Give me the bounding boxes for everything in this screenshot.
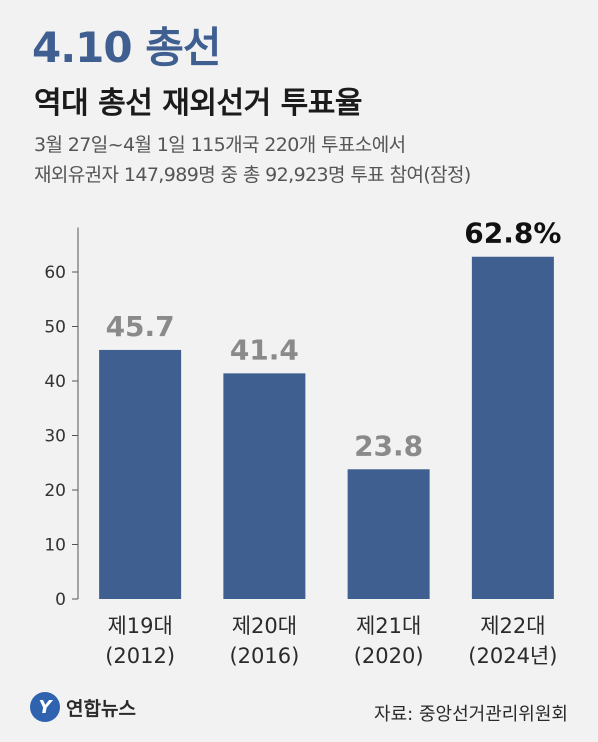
x-tick-label: (2020) bbox=[354, 644, 424, 668]
kicker-title: 4.10 총선 bbox=[32, 23, 222, 72]
publisher-name: 연합뉴스 bbox=[66, 697, 136, 720]
data-label: 45.7 bbox=[106, 310, 175, 343]
y-tick-label: 30 bbox=[44, 427, 66, 447]
y-tick-label: 0 bbox=[55, 590, 66, 610]
source-note: 자료: 중앙선거관리위원회 bbox=[374, 704, 568, 725]
publisher-logo: Y 연합뉴스 bbox=[30, 692, 136, 722]
y-tick-label: 60 bbox=[44, 263, 66, 283]
subtitle-line-1: 3월 27일~4월 1일 115개국 220개 투표소에서 bbox=[34, 134, 406, 156]
data-label: 41.4 bbox=[230, 333, 299, 366]
x-tick-label: (2012) bbox=[105, 644, 175, 668]
x-tick-label: 제22대 bbox=[480, 614, 545, 638]
yonhap-logo-icon: Y bbox=[30, 692, 60, 722]
bar bbox=[99, 349, 182, 599]
bar bbox=[347, 469, 430, 599]
data-label: 62.8% bbox=[464, 217, 561, 250]
bar-chart: 0 10 20 30 40 50 60 45.7 제19대 (2012) 41.4 제20대 (2016… bbox=[44, 217, 561, 668]
x-tick-label: 제21대 bbox=[356, 614, 421, 638]
x-tick-label: (2016) bbox=[229, 644, 299, 668]
x-tick-label: (2024년) bbox=[468, 644, 557, 668]
y-tick-label: 40 bbox=[44, 372, 66, 392]
subtitle-line-2: 재외유권자 147,989명 중 총 92,923명 투표 참여(잠정) bbox=[34, 164, 471, 186]
bar bbox=[223, 373, 306, 599]
y-tick-label: 20 bbox=[44, 481, 66, 501]
x-tick-label: 제20대 bbox=[232, 614, 297, 638]
chart-title: 역대 총선 재외선거 투표율 bbox=[34, 86, 362, 121]
data-label: 23.8 bbox=[354, 429, 423, 462]
bar bbox=[471, 256, 554, 599]
x-tick-label: 제19대 bbox=[107, 614, 172, 638]
y-tick-label: 10 bbox=[44, 536, 66, 556]
y-tick-label: 50 bbox=[44, 318, 66, 338]
